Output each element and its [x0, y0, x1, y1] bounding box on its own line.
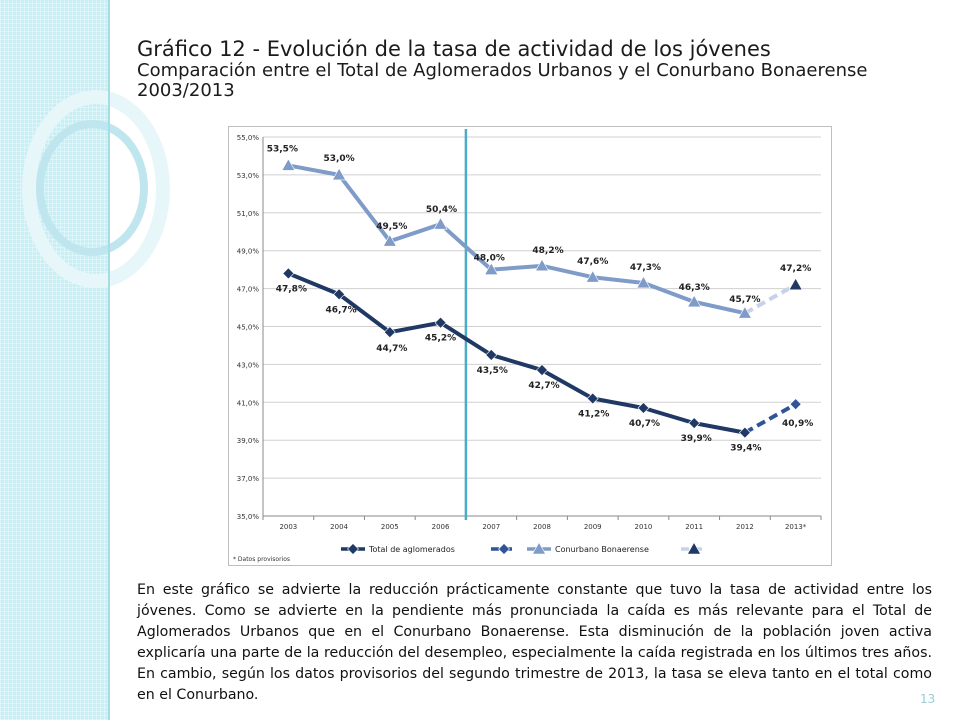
data-point	[536, 364, 548, 377]
data-label: 44,7%	[376, 344, 407, 354]
data-point	[282, 267, 295, 280]
y-tick-label: 55,0%	[237, 134, 260, 142]
y-tick-label: 41,0%	[237, 399, 260, 407]
data-label: 47,8%	[276, 284, 307, 294]
data-label: 46,7%	[325, 305, 356, 315]
data-point	[534, 258, 550, 272]
series-line	[287, 163, 746, 316]
x-tick-label: 2009	[584, 523, 602, 531]
data-label: 47,3%	[630, 263, 661, 273]
legend-label: Total de aglomerados	[368, 545, 455, 554]
data-label: 40,9%	[782, 419, 813, 429]
data-point	[484, 262, 499, 275]
y-tick-label: 39,0%	[237, 437, 260, 445]
band-edge-divider	[108, 0, 110, 720]
series-provisional-segment	[743, 283, 797, 315]
slide-title: Gráfico 12 - Evolución de la tasa de act…	[137, 37, 937, 101]
data-point	[637, 402, 650, 414]
data-point	[737, 306, 752, 319]
data-point	[636, 275, 651, 289]
data-label: 39,9%	[681, 434, 712, 444]
data-label: 45,2%	[425, 334, 456, 344]
data-label: 42,7%	[528, 381, 559, 391]
data-label: 49,5%	[376, 222, 407, 232]
data-label: 41,2%	[578, 410, 609, 420]
data-point	[738, 426, 751, 439]
title-line-3: 2003/2013	[137, 79, 235, 101]
data-point	[688, 417, 701, 430]
x-tick-label: 2012	[736, 523, 754, 531]
data-label: 47,6%	[577, 257, 608, 267]
data-point	[281, 158, 296, 171]
title-line-2: Comparación entre el Total de Aglomerado…	[137, 60, 868, 82]
chart-container: 35,0% 37,0% 39,0% 41,0% 43,0% 45,0% 47,0% 49,0%…	[228, 126, 832, 566]
x-tick-label: 2003	[279, 523, 297, 531]
y-tick-label: 37,0%	[237, 475, 260, 483]
data-label: 40,7%	[629, 419, 660, 429]
data-point	[485, 349, 498, 361]
data-point	[332, 167, 347, 181]
series-line	[287, 271, 746, 435]
data-point	[382, 234, 397, 247]
data-point	[383, 326, 396, 339]
legend-label: Conurbano Bonaerense	[555, 545, 649, 554]
decorative-side-band	[0, 0, 170, 720]
data-point	[788, 277, 803, 291]
x-tick-label: 2008	[533, 523, 551, 531]
data-point	[789, 398, 802, 411]
x-tick-label: 2004	[330, 523, 348, 531]
data-label: 48,2%	[532, 246, 563, 256]
y-tick-label: 43,0%	[237, 361, 260, 369]
x-tick-label: 2010	[635, 523, 653, 531]
activity-rate-chart: 35,0% 37,0% 39,0% 41,0% 43,0% 45,0% 47,0% 49,0%…	[233, 129, 822, 563]
data-label: 46,3%	[679, 283, 710, 293]
legend-marker	[686, 541, 702, 555]
data-point	[434, 316, 447, 329]
body-paragraph: En este gráfico se advierte la reducción…	[137, 582, 932, 703]
data-label: 48,0%	[474, 254, 505, 264]
x-tick-label: 2011	[685, 523, 703, 531]
data-point	[586, 392, 599, 405]
legend-marker	[498, 543, 510, 555]
series-provisional-segment	[743, 402, 797, 435]
legend-marker	[347, 543, 359, 555]
y-tick-label: 51,0%	[237, 210, 260, 218]
data-label: 43,5%	[477, 366, 508, 376]
x-tick-label: 2013*	[785, 523, 807, 531]
x-tick-label: 2006	[432, 523, 450, 531]
title-line-1: Gráfico 12 - Evolución de la tasa de act…	[137, 37, 771, 61]
x-tick-label: 2005	[381, 523, 399, 531]
decorative-ring	[36, 120, 148, 256]
data-label: 47,2%	[780, 264, 811, 274]
data-point	[687, 294, 702, 308]
y-tick-label: 49,0%	[237, 248, 260, 256]
legend-marker	[531, 541, 547, 555]
page-number: 13	[920, 692, 936, 706]
chart-footnote: * Datos provisorios	[233, 556, 290, 563]
y-tick-label: 53,0%	[237, 172, 260, 180]
data-point	[585, 270, 600, 283]
data-label: 53,0%	[323, 154, 354, 164]
data-label: 50,4%	[426, 205, 457, 215]
data-point	[333, 288, 346, 301]
data-label: 53,5%	[267, 144, 298, 154]
y-tick-label: 45,0%	[237, 324, 260, 332]
y-tick-label: 35,0%	[237, 513, 260, 521]
data-label: 45,7%	[729, 295, 760, 305]
data-point	[433, 217, 448, 230]
y-tick-label: 47,0%	[237, 286, 260, 294]
x-tick-label: 2007	[482, 523, 500, 531]
data-label: 39,4%	[730, 444, 761, 454]
